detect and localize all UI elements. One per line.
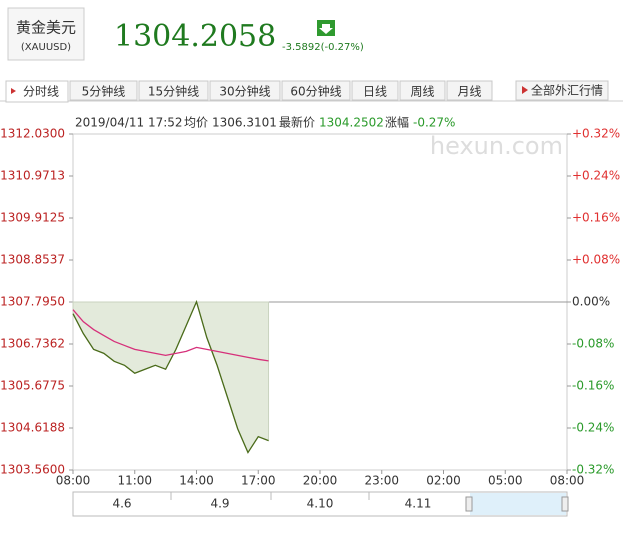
tab[interactable] bbox=[446, 80, 493, 101]
down-arrow bbox=[319, 24, 333, 34]
x-tick-label: 05:00 bbox=[488, 474, 523, 488]
y-tick-label: 1304.6188 bbox=[0, 420, 65, 434]
x-tick-label: 02:00 bbox=[426, 474, 461, 488]
price-change: -3.5892(-0.27%) bbox=[282, 42, 364, 53]
info-time: 2019/04/11 17:52 bbox=[75, 116, 183, 130]
all-link[interactable]: 全部外汇行情 bbox=[531, 83, 603, 98]
tab-label[interactable]: 30分钟线 bbox=[219, 84, 270, 99]
name-box bbox=[7, 7, 85, 61]
area-fill bbox=[72, 300, 270, 454]
y2-tick-label: 0.00% bbox=[572, 295, 610, 309]
y-tick-label: 1303.5600 bbox=[0, 463, 65, 477]
tab[interactable] bbox=[281, 80, 351, 101]
navigator-label: 4.9 bbox=[210, 497, 229, 511]
navigator-label: 4.10 bbox=[307, 497, 334, 511]
y-tick-label: 1310.9713 bbox=[0, 168, 65, 182]
tab-label[interactable]: 月线 bbox=[457, 85, 481, 99]
series-line bbox=[72, 299, 269, 454]
info-last: 1304.2502 bbox=[319, 116, 384, 130]
tab[interactable] bbox=[351, 80, 399, 101]
y2-tick-label: -0.32% bbox=[572, 463, 614, 477]
watermark: hexun.com bbox=[430, 132, 563, 160]
x-tick-label: 20:00 bbox=[303, 474, 338, 488]
navigator-handle[interactable] bbox=[465, 496, 473, 512]
all-link-box[interactable] bbox=[515, 80, 609, 101]
y-tick-label: 1307.7950 bbox=[0, 295, 65, 309]
y2-tick-label: -0.08% bbox=[572, 337, 614, 351]
navigator-label: 4.11 bbox=[405, 497, 432, 511]
tab-arrow bbox=[11, 88, 16, 94]
link-arrow bbox=[522, 86, 528, 94]
tab[interactable] bbox=[399, 80, 446, 101]
info-last-label: 最新价 bbox=[279, 115, 315, 130]
info-avg: 1306.3101 bbox=[212, 116, 277, 130]
x-tick-label: 11:00 bbox=[117, 474, 152, 488]
tab-label[interactable]: 日线 bbox=[363, 85, 387, 99]
y2-tick-label: +0.16% bbox=[572, 211, 620, 225]
info-avg-label: 均价 bbox=[184, 116, 208, 130]
tab-label[interactable]: 分时线 bbox=[23, 85, 59, 99]
tab-label[interactable]: 5分钟线 bbox=[82, 84, 126, 99]
navigator-label: 4.6 bbox=[112, 497, 131, 511]
price: 1304.2058 bbox=[114, 19, 276, 54]
y-tick-label: 1306.7362 bbox=[0, 337, 65, 351]
y2-tick-label: -0.16% bbox=[572, 379, 614, 393]
tab-label[interactable]: 60分钟线 bbox=[290, 84, 341, 99]
instrument-code: (XAUUSD) bbox=[21, 42, 71, 53]
tab-label[interactable]: 15分钟线 bbox=[148, 84, 199, 99]
x-tick-label: 08:00 bbox=[550, 474, 585, 488]
x-tick-label: 08:00 bbox=[56, 474, 91, 488]
tab[interactable] bbox=[5, 80, 69, 103]
tab-label[interactable]: 周线 bbox=[410, 85, 434, 99]
info-chg: -0.27% bbox=[413, 116, 455, 130]
y2-tick-label: -0.24% bbox=[572, 421, 614, 435]
y2-tick-label: +0.24% bbox=[572, 169, 620, 183]
x-tick-label: 23:00 bbox=[364, 474, 399, 488]
x-tick-label: 14:00 bbox=[179, 474, 214, 488]
y-tick-label: 1309.9125 bbox=[0, 211, 65, 225]
tab[interactable] bbox=[209, 80, 281, 101]
series-line bbox=[72, 309, 269, 362]
navigator-window[interactable] bbox=[470, 493, 566, 515]
tab[interactable] bbox=[138, 80, 209, 101]
y-tick-label: 1308.8537 bbox=[0, 253, 65, 267]
navigator-handle[interactable] bbox=[561, 496, 569, 512]
tab[interactable] bbox=[69, 80, 138, 101]
y-tick-label: 1312.0300 bbox=[0, 127, 65, 141]
info-chg-label: 涨幅 bbox=[385, 115, 409, 130]
y2-tick-label: +0.08% bbox=[572, 253, 620, 267]
y2-tick-label: +0.32% bbox=[572, 127, 620, 141]
y-tick-label: 1305.6775 bbox=[0, 379, 65, 393]
instrument-name: 黄金美元 bbox=[16, 19, 76, 37]
x-tick-label: 17:00 bbox=[241, 474, 276, 488]
